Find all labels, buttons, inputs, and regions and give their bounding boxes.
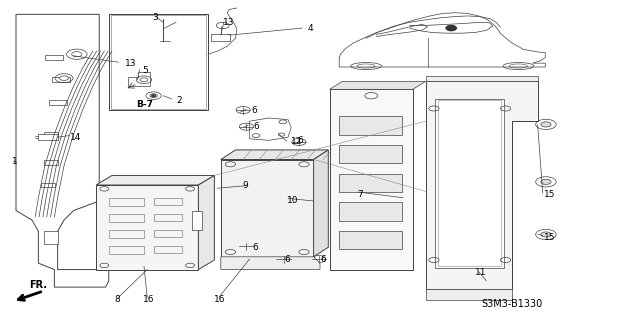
- Text: 6: 6: [253, 243, 259, 252]
- Polygon shape: [96, 175, 214, 185]
- Bar: [154, 246, 182, 253]
- Circle shape: [541, 122, 551, 127]
- Text: 13: 13: [125, 59, 136, 68]
- Bar: [44, 231, 58, 244]
- Polygon shape: [221, 150, 328, 160]
- Bar: [339, 202, 402, 221]
- Bar: [109, 230, 144, 238]
- Polygon shape: [314, 150, 328, 257]
- Polygon shape: [330, 89, 413, 270]
- Polygon shape: [426, 289, 512, 300]
- Bar: [192, 211, 202, 230]
- Bar: [41, 183, 55, 187]
- Text: 13: 13: [223, 18, 234, 27]
- Text: 12: 12: [291, 137, 303, 146]
- Text: 1: 1: [12, 157, 17, 166]
- Bar: [154, 230, 182, 237]
- Bar: [109, 214, 144, 222]
- Text: 8: 8: [114, 295, 120, 304]
- Bar: [44, 160, 58, 165]
- Text: 15: 15: [544, 233, 556, 242]
- Text: 4: 4: [307, 24, 313, 33]
- Polygon shape: [330, 81, 426, 89]
- Polygon shape: [96, 185, 198, 270]
- Polygon shape: [221, 160, 314, 257]
- Text: 14: 14: [70, 133, 82, 142]
- Bar: [426, 76, 538, 81]
- Bar: [339, 116, 402, 135]
- Text: 9: 9: [242, 181, 248, 189]
- Text: B-7: B-7: [136, 100, 153, 109]
- Bar: [52, 77, 70, 82]
- Circle shape: [140, 78, 148, 82]
- Bar: [38, 134, 58, 140]
- Circle shape: [541, 179, 551, 184]
- Polygon shape: [198, 175, 214, 270]
- Text: 7: 7: [357, 190, 363, 199]
- Circle shape: [541, 232, 551, 237]
- Text: 6: 6: [285, 256, 291, 264]
- Bar: [109, 14, 208, 110]
- Text: 3: 3: [152, 13, 158, 22]
- Text: 16: 16: [214, 295, 226, 304]
- Bar: [109, 246, 144, 254]
- Text: FR.: FR.: [29, 280, 47, 290]
- Text: 6: 6: [298, 136, 303, 145]
- Bar: [45, 55, 63, 60]
- Text: 11: 11: [475, 268, 486, 277]
- Circle shape: [60, 76, 68, 80]
- Bar: [49, 100, 67, 105]
- Text: 10: 10: [287, 197, 298, 205]
- Circle shape: [72, 52, 82, 57]
- Bar: [111, 15, 206, 109]
- Bar: [435, 99, 504, 268]
- Bar: [339, 174, 402, 192]
- Polygon shape: [221, 257, 320, 270]
- Text: S3M3-B1330: S3M3-B1330: [481, 299, 543, 309]
- Text: 15: 15: [544, 190, 556, 199]
- Text: 6: 6: [251, 106, 257, 115]
- Circle shape: [150, 94, 157, 98]
- Circle shape: [152, 95, 156, 97]
- Bar: [154, 198, 182, 205]
- Bar: [154, 214, 182, 221]
- Bar: [339, 145, 402, 163]
- Text: 5: 5: [142, 66, 148, 75]
- Bar: [44, 132, 58, 136]
- Text: 16: 16: [143, 295, 154, 304]
- Bar: [211, 34, 230, 41]
- Bar: [438, 100, 501, 266]
- Circle shape: [446, 26, 456, 31]
- Text: 2: 2: [176, 96, 182, 105]
- Polygon shape: [426, 81, 538, 289]
- Text: 6: 6: [253, 122, 259, 130]
- Text: 6: 6: [320, 256, 326, 264]
- Bar: [109, 198, 144, 206]
- Bar: [339, 231, 402, 249]
